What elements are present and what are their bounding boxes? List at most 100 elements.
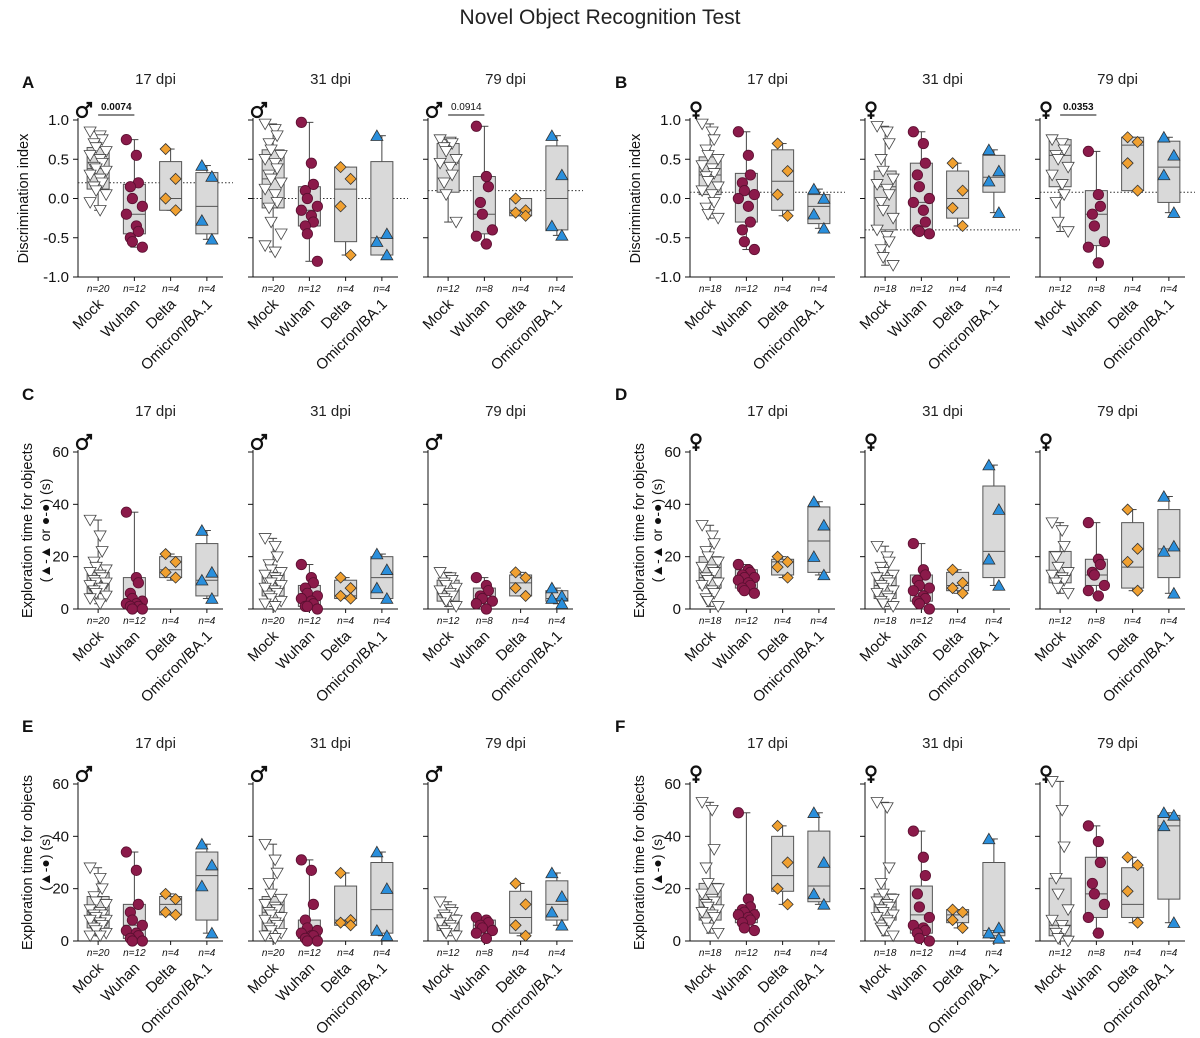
n-label: n=20	[262, 284, 285, 295]
data-point	[555, 918, 569, 931]
subplot-c-31-dpi: 31 dpiMockn=20Wuhann=12Deltan=4Omicron/B…	[245, 403, 398, 706]
y-tick-label: -0.5	[43, 230, 69, 247]
n-label: n=12	[298, 948, 321, 959]
data-point	[711, 556, 725, 569]
data-point	[876, 165, 890, 178]
data-point	[545, 129, 559, 141]
data-point	[136, 919, 148, 931]
data-point	[1061, 161, 1075, 174]
data-point	[295, 558, 307, 571]
n-label: n=4	[810, 948, 827, 959]
data-point	[982, 458, 996, 471]
data-point	[982, 832, 996, 845]
data-point	[555, 228, 569, 241]
data-point	[295, 204, 307, 216]
data-point	[307, 178, 319, 190]
data-point	[882, 189, 896, 202]
data-point	[956, 906, 969, 919]
box	[1157, 140, 1181, 203]
n-label: n=4	[512, 948, 529, 959]
timepoint-label: 31 dpi	[310, 735, 351, 752]
box	[370, 862, 394, 934]
data-point	[1061, 588, 1075, 600]
data-point	[270, 163, 284, 176]
data-point	[258, 569, 272, 582]
data-point	[264, 888, 278, 901]
data-point	[482, 585, 494, 597]
data-point	[917, 851, 929, 863]
data-point	[195, 213, 209, 226]
data-point	[159, 547, 172, 561]
y-tick-label: 0.0	[48, 191, 69, 208]
data-point	[1094, 200, 1106, 212]
x-tick-label-wuhan: Wuhan	[710, 960, 755, 1005]
n-label: n=4	[949, 284, 966, 295]
data-point	[1049, 551, 1063, 564]
n-label: n=4	[985, 284, 1002, 295]
data-point	[169, 571, 182, 584]
data-point	[876, 205, 890, 217]
data-point	[370, 547, 384, 560]
data-point	[705, 530, 719, 543]
data-point	[555, 168, 569, 181]
data-point	[992, 931, 1006, 944]
y-tick-label: 0	[61, 601, 69, 618]
data-point	[449, 216, 463, 229]
data-point	[1092, 835, 1104, 848]
data-point	[946, 914, 959, 927]
n-label: n=12	[910, 948, 933, 959]
data-point	[738, 185, 750, 197]
y-tick-label: 0	[61, 933, 69, 950]
data-point	[474, 196, 486, 209]
x-tick-label-wuhan: Wuhan	[1060, 296, 1105, 341]
data-point	[169, 908, 182, 921]
data-point	[264, 216, 278, 229]
data-point	[120, 134, 132, 146]
data-point	[99, 165, 113, 178]
x-tick-label-wuhan: Wuhan	[1060, 628, 1105, 673]
box	[807, 506, 831, 573]
y-axis-label-2: (▲-▲ or ●-●) (s)	[649, 479, 665, 583]
panel-letter-e: E	[22, 717, 33, 736]
data-point	[1082, 911, 1094, 924]
data-point	[1131, 584, 1144, 597]
data-point	[870, 121, 884, 133]
data-point	[738, 236, 750, 248]
timepoint-label: 31 dpi	[310, 403, 351, 420]
y-tick-label: 0.0	[660, 191, 681, 208]
data-point	[519, 929, 532, 942]
data-point	[205, 232, 219, 245]
data-point	[781, 856, 794, 869]
n-label: n=12	[298, 616, 321, 627]
subplot-d-79-dpi: 79 dpiMockn=12Wuhann=8Deltan=4Omicron/BA…	[1032, 403, 1185, 706]
n-label: n=4	[1124, 284, 1141, 295]
data-point	[748, 587, 760, 599]
data-point	[509, 919, 522, 932]
data-point	[476, 208, 488, 220]
data-point	[1051, 154, 1065, 166]
y-axis-label-2: (▲-●) (s)	[649, 834, 665, 891]
data-point	[311, 935, 323, 947]
data-point	[545, 219, 559, 232]
data-point	[486, 595, 498, 607]
female-symbol-icon	[1040, 101, 1052, 119]
data-point	[159, 566, 172, 579]
n-label: n=4	[985, 616, 1002, 627]
data-point	[1045, 569, 1059, 582]
data-point	[748, 924, 760, 937]
data-point	[1088, 888, 1100, 900]
data-point	[132, 577, 144, 589]
data-point	[1082, 241, 1094, 253]
data-point	[136, 603, 148, 615]
data-point	[195, 879, 209, 892]
n-label: n=4	[1160, 284, 1177, 295]
n-label: n=4	[810, 284, 827, 295]
data-point	[470, 598, 482, 610]
data-point	[258, 154, 272, 166]
male-symbol-icon	[75, 433, 93, 451]
data-point	[992, 206, 1006, 218]
subplot-f-17-dpi: 17 dpi 0 20 40 60 Exploration time for object…	[632, 735, 835, 1038]
data-point	[380, 248, 394, 261]
n-label: n=4	[774, 948, 791, 959]
y-axis-label: Exploration time for objects	[632, 443, 648, 618]
